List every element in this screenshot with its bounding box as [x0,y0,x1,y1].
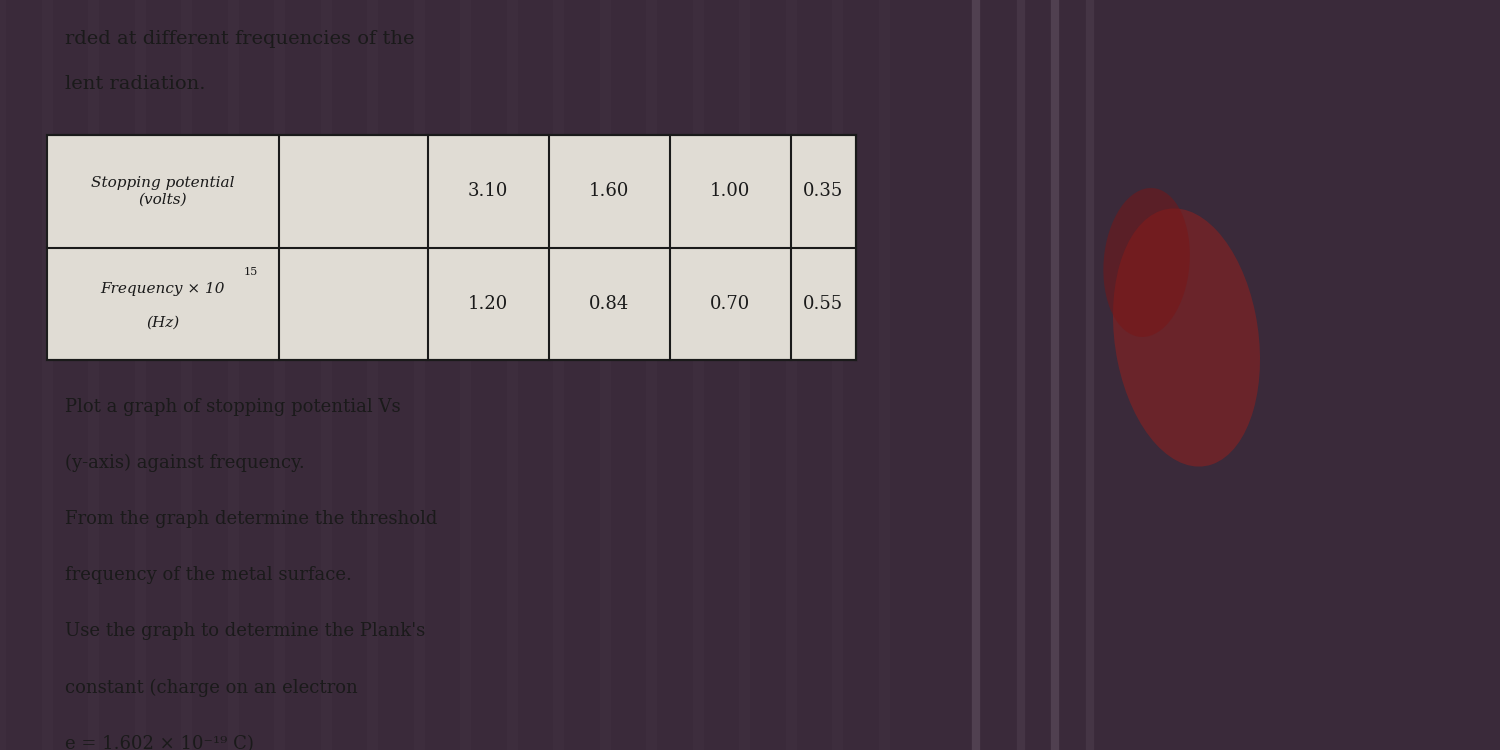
Text: 0.84: 0.84 [590,295,630,313]
Text: 15: 15 [244,267,258,278]
Text: 0.70: 0.70 [710,295,750,313]
Text: frequency of the metal surface.: frequency of the metal surface. [64,566,352,584]
Text: Use the graph to determine the Plank's: Use the graph to determine the Plank's [64,622,426,640]
Text: 0.35: 0.35 [802,182,843,200]
Text: Plot a graph of stopping potential Vs: Plot a graph of stopping potential Vs [64,398,401,416]
Text: From the graph determine the threshold: From the graph determine the threshold [64,510,438,528]
Text: e = 1.602 × 10⁻¹⁹ C): e = 1.602 × 10⁻¹⁹ C) [64,735,254,750]
Text: 1.20: 1.20 [468,295,509,313]
Text: 1.00: 1.00 [710,182,750,200]
Text: 1.60: 1.60 [590,182,630,200]
Text: lent radiation.: lent radiation. [64,75,206,93]
Text: 3.10: 3.10 [468,182,509,200]
Ellipse shape [1113,209,1260,466]
Text: Stopping potential
(volts): Stopping potential (volts) [92,176,234,206]
Text: constant (charge on an electron: constant (charge on an electron [64,679,358,697]
Text: rded at different frequencies of the: rded at different frequencies of the [64,30,414,48]
Text: (y-axis) against frequency.: (y-axis) against frequency. [64,454,305,472]
Text: (Hz): (Hz) [146,316,180,329]
FancyBboxPatch shape [46,135,855,360]
Text: 0.55: 0.55 [802,295,843,313]
Text: Frequency × 10: Frequency × 10 [100,282,225,296]
Ellipse shape [1104,188,1190,337]
